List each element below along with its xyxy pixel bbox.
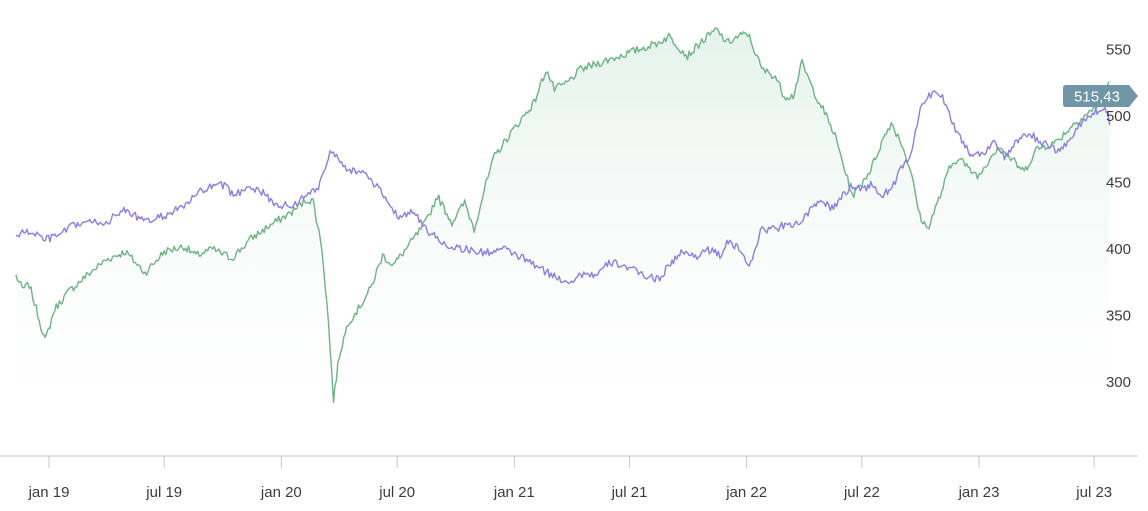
x-tick-label: jul 20 — [378, 484, 415, 501]
y-axis: 300 350 400 450 500 550 — [1106, 42, 1131, 392]
y-tick-label: 300 — [1106, 374, 1131, 391]
x-tick-label: jan 19 — [28, 484, 70, 501]
last-value-badge-bg — [1063, 85, 1138, 108]
x-axis: jan 19 jul 19 jan 20 jul 20 jan 21 jul 21 jan … — [0, 455, 1138, 501]
x-tick-label: jan 23 — [958, 484, 1000, 501]
line-layer — [15, 27, 1111, 403]
y-tick-label: 550 — [1106, 42, 1131, 59]
x-tick-label: jul 19 — [145, 484, 182, 501]
series-green-area — [15, 28, 1110, 456]
x-tick-label: jul 21 — [611, 484, 648, 501]
series-purple-line — [15, 90, 1111, 285]
y-tick-label: 350 — [1106, 308, 1131, 325]
x-tick-label: jul 22 — [843, 484, 880, 501]
last-value-badge: 515,43 — [1063, 85, 1138, 108]
x-tick-label: jul 23 — [1075, 484, 1112, 501]
y-tick-label: 500 — [1106, 108, 1131, 125]
x-tick-label: jan 21 — [493, 484, 535, 501]
y-tick-label: 400 — [1106, 241, 1131, 258]
x-tick-label: jan 20 — [260, 484, 302, 501]
series-green-line — [15, 27, 1110, 403]
y-tick-label: 450 — [1106, 175, 1131, 192]
x-tick-label: jan 22 — [725, 484, 767, 501]
area-layer — [15, 28, 1110, 456]
last-value-label: 515,43 — [1074, 89, 1120, 106]
